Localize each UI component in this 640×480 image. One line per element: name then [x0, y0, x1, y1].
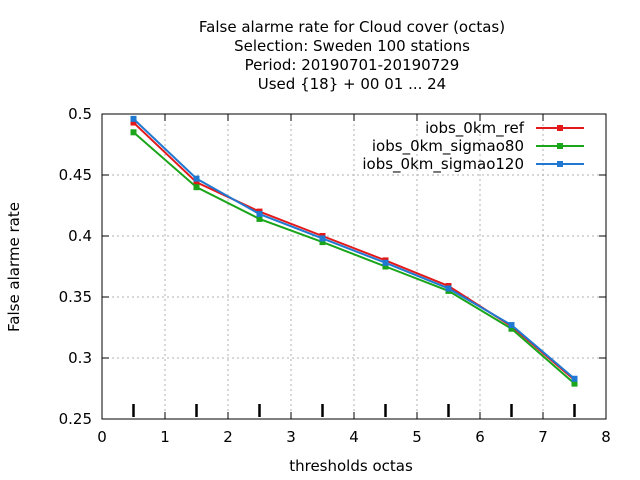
x-tick-label: 8 [601, 428, 611, 446]
data-point [571, 375, 578, 382]
x-tick-label: 7 [538, 428, 548, 446]
legend-swatch-marker [557, 125, 563, 131]
x-tick-label: 5 [412, 428, 422, 446]
y-tick-label: 0.5 [68, 105, 92, 123]
chart-title: False alarme rate for Cloud cover (octas… [199, 18, 505, 93]
x-tick-label: 2 [223, 428, 233, 446]
data-point [193, 175, 200, 182]
y-tick-label: 0.35 [59, 288, 92, 306]
legend-label: iobs_0km_ref [425, 119, 525, 138]
series-line [132, 118, 576, 380]
series-line [132, 131, 576, 385]
x-tick-label: 0 [97, 428, 107, 446]
data-point [193, 184, 200, 191]
data-point [508, 322, 515, 329]
title-line: Used {18} + 00 01 ... 24 [258, 75, 446, 93]
legend: iobs_0km_refiobs_0km_sigmao80iobs_0km_si… [362, 119, 584, 174]
y-axis-label: False alarme rate [5, 202, 23, 332]
x-tick-label: 1 [160, 428, 170, 446]
title-line: False alarme rate for Cloud cover (octas… [199, 18, 505, 36]
y-axis-ticks: 0.25 0.3 0.35 0.4 0.45 0.5 [59, 105, 606, 428]
x-tick-label: 6 [475, 428, 485, 446]
data-point [319, 235, 326, 242]
data-point [130, 115, 137, 122]
y-tick-label: 0.3 [68, 349, 92, 367]
data-point [508, 325, 515, 332]
legend-label: iobs_0km_sigmao80 [372, 137, 524, 156]
data-point [256, 215, 263, 222]
data-point [571, 380, 578, 387]
title-line: Period: 20190701-20190729 [245, 56, 460, 74]
legend-swatch-marker [557, 161, 563, 167]
y-tick-label: 0.45 [59, 166, 92, 184]
title-line: Selection: Sweden 100 stations [234, 37, 470, 55]
data-point [445, 285, 452, 292]
legend-label: iobs_0km_sigmao120 [362, 155, 524, 174]
data-point [256, 211, 263, 218]
x-tick-label: 3 [286, 428, 296, 446]
data-point [130, 119, 137, 126]
data-point [130, 129, 137, 136]
data-point [193, 179, 200, 186]
data-point [382, 259, 389, 266]
x-axis-ticks: 0 1 2 3 4 5 6 7 8 [97, 114, 611, 446]
data-point [382, 263, 389, 270]
y-tick-label: 0.4 [68, 227, 92, 245]
x-axis-label: thresholds octas [289, 457, 413, 475]
data-point [319, 239, 326, 246]
legend-swatch-marker [557, 143, 563, 149]
series-group [130, 115, 578, 387]
x-tick-label: 4 [349, 428, 359, 446]
y-tick-label: 0.25 [59, 410, 92, 428]
